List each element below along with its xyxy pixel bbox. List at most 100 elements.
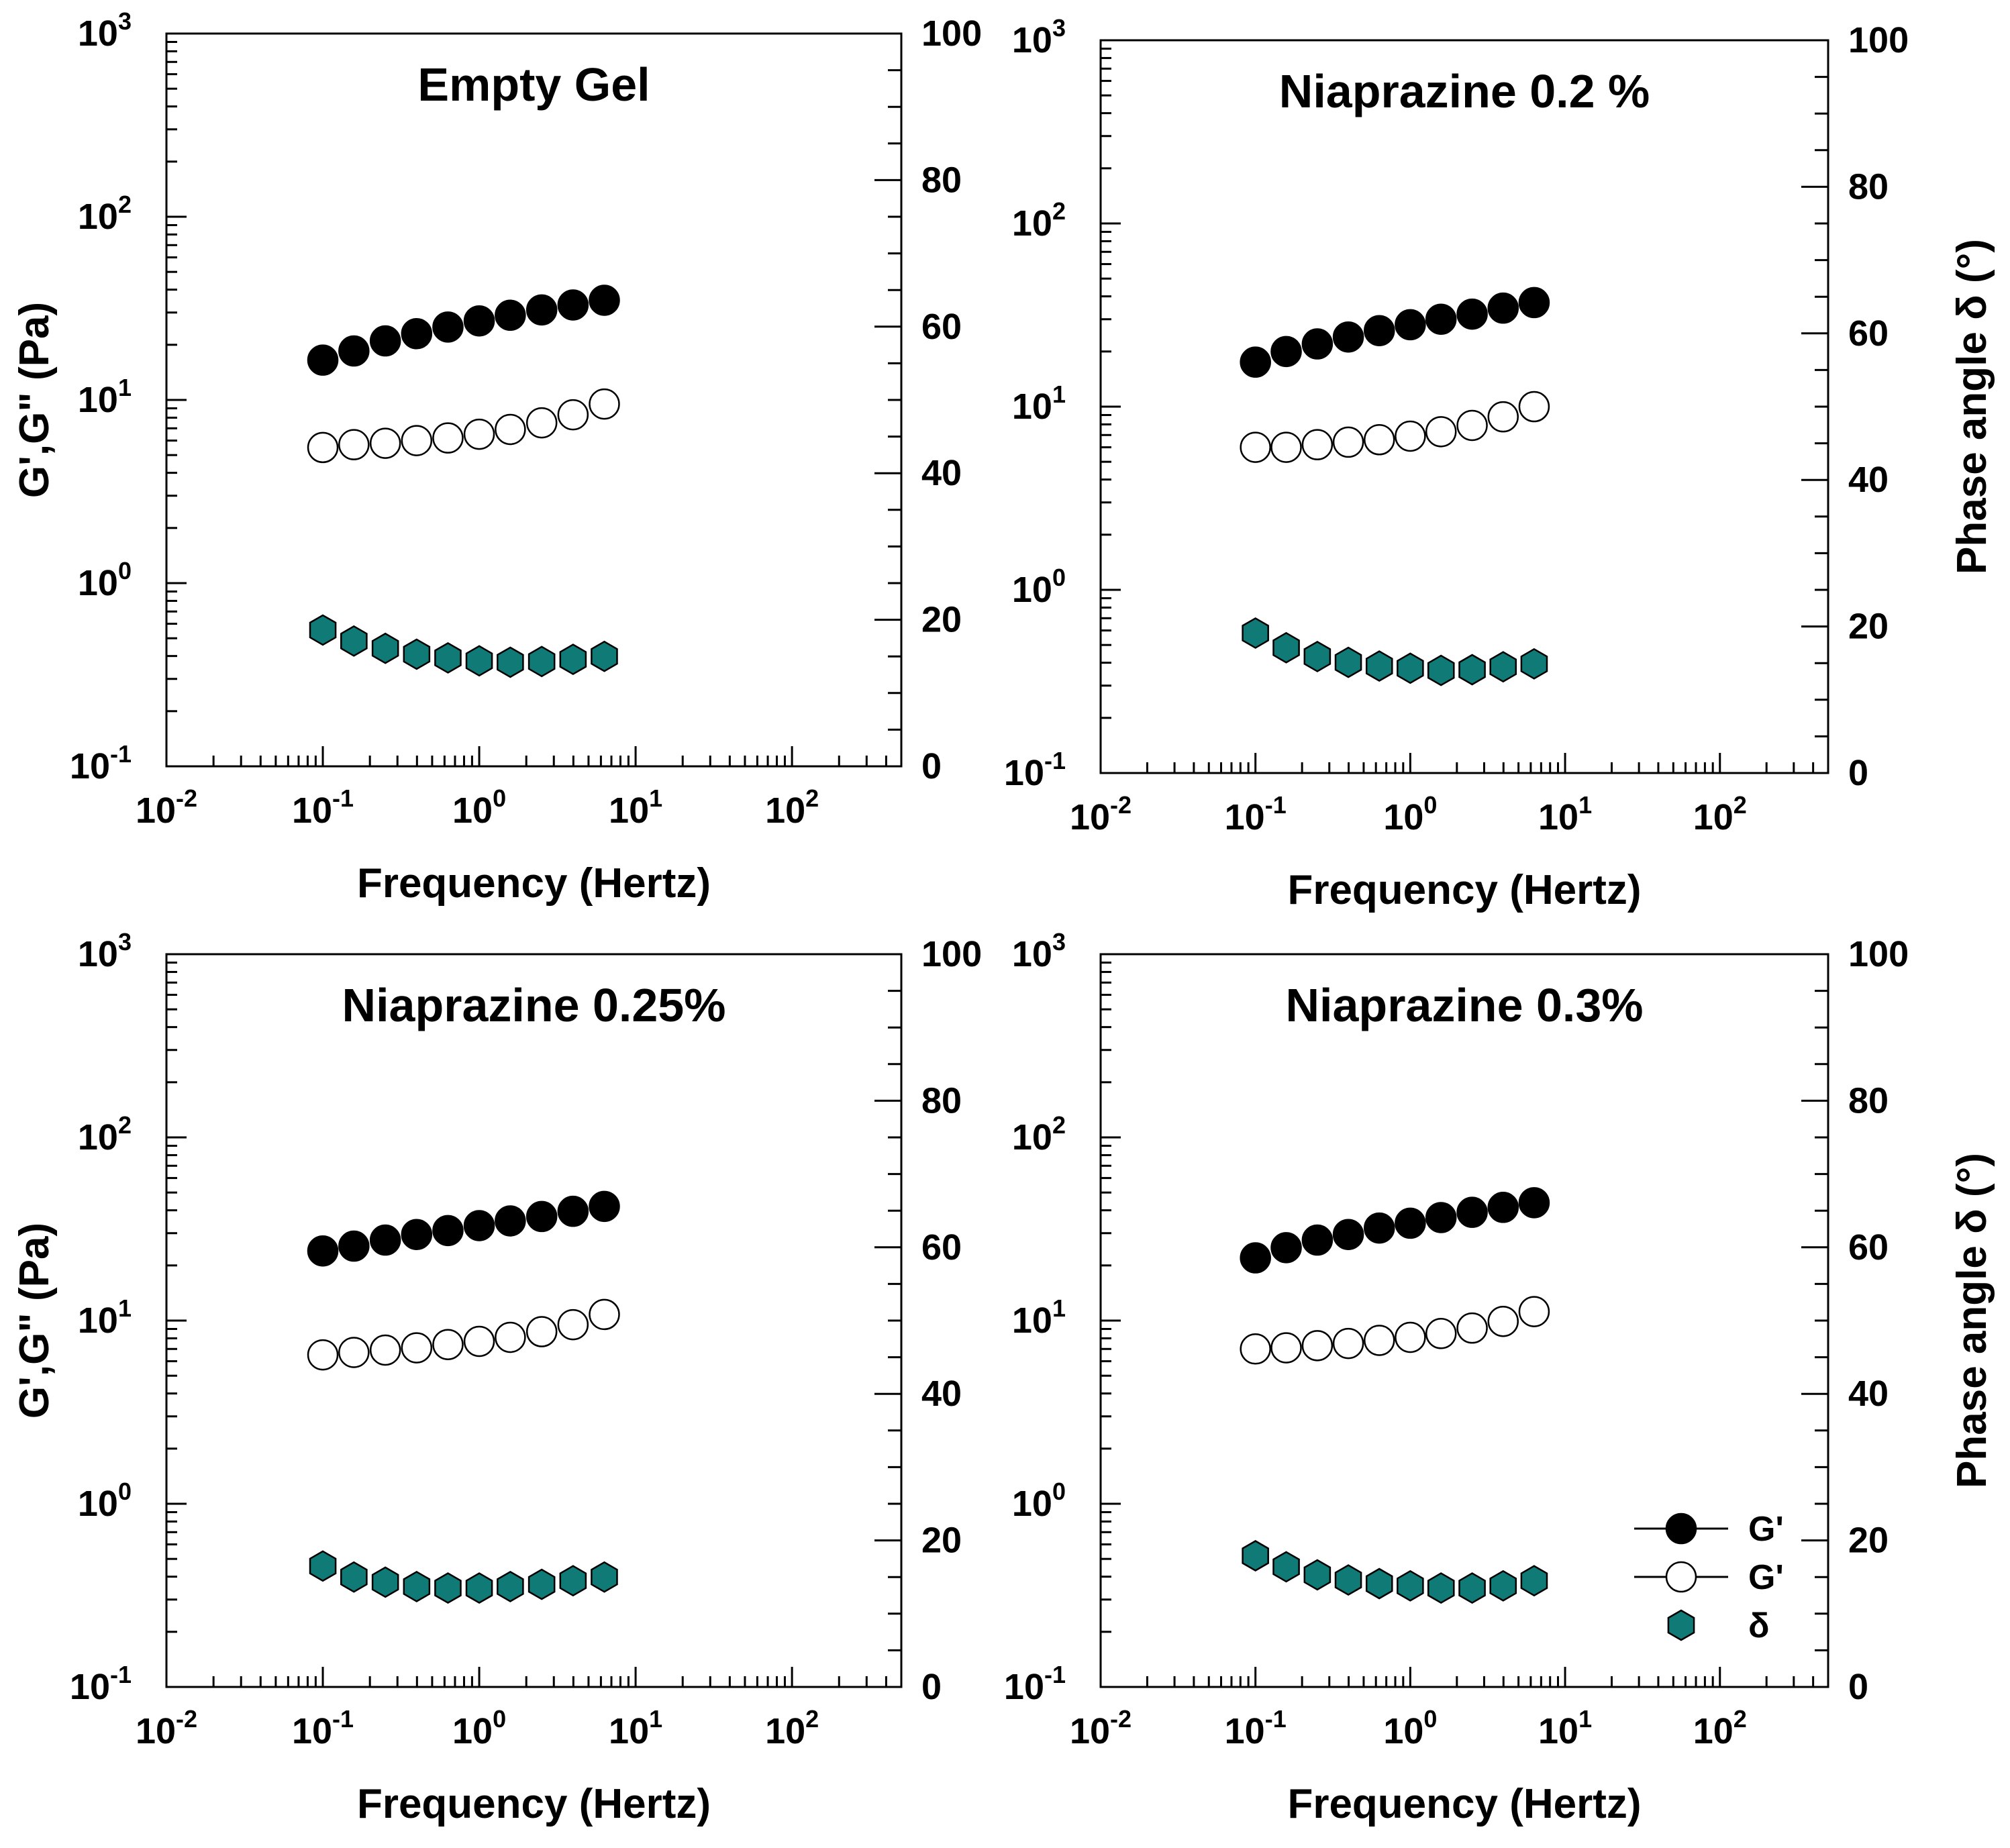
panel-empty-gel: 10-2 10-1 100 101 10210-11001011021030204060… xyxy=(11,7,982,907)
x-tick-label: 10-2 xyxy=(1070,1705,1132,1751)
g-double-prime-point xyxy=(525,407,558,439)
delta-point xyxy=(371,632,399,664)
delta-point xyxy=(1334,1564,1362,1596)
delta-point xyxy=(1489,1570,1517,1602)
y-tick-label: 103 xyxy=(78,7,132,54)
y-tick-label: 100 xyxy=(1012,1478,1066,1524)
g-prime-point xyxy=(1395,1207,1426,1239)
delta-point xyxy=(1520,1565,1548,1597)
g-prime-point xyxy=(1240,346,1271,378)
legend-label: δ xyxy=(1748,1606,1770,1645)
g-prime-point xyxy=(495,1205,526,1237)
chart-title: Niaprazine 0.25% xyxy=(342,979,726,1031)
y-axis-ticks xyxy=(166,32,187,768)
g-prime-point xyxy=(1518,287,1550,319)
g-prime-point xyxy=(1301,1224,1334,1256)
y2-axis-ticks xyxy=(874,32,901,768)
y2-tick-label: 0 xyxy=(921,1667,942,1707)
y-tick-label: 100 xyxy=(78,557,132,603)
delta-point xyxy=(340,1561,368,1593)
y-tick-label: 10-1 xyxy=(70,740,132,786)
y-tick-label: 102 xyxy=(1012,1111,1066,1158)
y-tick-label: 103 xyxy=(1012,928,1066,974)
x-tick-label: 100 xyxy=(452,784,506,831)
delta-point xyxy=(1242,1540,1269,1572)
panel-niaprazine-0-25: 10-2 10-1 100 101 10210-11001011021030204060… xyxy=(11,928,982,1827)
y2-tick-label: 20 xyxy=(921,1521,962,1561)
delta-point xyxy=(465,1572,493,1604)
g-double-prime-point xyxy=(307,1339,339,1371)
series-delta xyxy=(309,614,618,678)
g-prime-point xyxy=(1425,1202,1457,1233)
x-tick-label: 100 xyxy=(452,1705,506,1751)
y2-tick-label: 60 xyxy=(921,1227,962,1268)
g-prime-point xyxy=(1270,336,1302,368)
g-prime-point xyxy=(1395,309,1426,341)
g-double-prime-point xyxy=(1332,426,1364,458)
g-prime-point xyxy=(1301,328,1334,360)
x-tick-label: 101 xyxy=(1538,1705,1592,1751)
g-prime-point xyxy=(1332,1219,1364,1250)
series-delta xyxy=(1242,617,1548,686)
series-gpp xyxy=(1240,1296,1550,1365)
g-double-prime-point xyxy=(1518,1296,1550,1327)
delta-point xyxy=(434,641,462,674)
g-prime-point xyxy=(1487,1192,1519,1223)
chart-title: Niaprazine 0.3% xyxy=(1286,979,1644,1031)
g-double-prime-point xyxy=(432,422,464,454)
y2-tick-label: 20 xyxy=(1848,607,1889,647)
x-axis-title: Frequency (Hertz) xyxy=(357,860,711,907)
g-prime-point xyxy=(525,294,558,326)
g-prime-point xyxy=(589,1190,620,1223)
x-axis-title: Frequency (Hertz) xyxy=(357,1781,711,1827)
delta-point xyxy=(527,646,556,678)
g-double-prime-point xyxy=(1240,1333,1271,1365)
g-prime-point xyxy=(307,1235,339,1267)
g-prime-point xyxy=(1363,315,1395,346)
x-axis-title: Frequency (Hertz) xyxy=(1287,867,1641,913)
x-tick-label: 101 xyxy=(1538,791,1592,837)
y2-axis-ticks xyxy=(1801,953,1828,1688)
x-tick-label: 10-2 xyxy=(1070,791,1132,837)
y2-tick-label: 80 xyxy=(1848,1080,1889,1121)
y2-tick-label: 40 xyxy=(921,1374,962,1414)
x-axis-ticks xyxy=(1099,753,1829,773)
legend-label: G' xyxy=(1748,1558,1784,1597)
g-prime-point xyxy=(307,344,339,376)
y-tick-label: 103 xyxy=(78,928,132,974)
delta-point xyxy=(1489,651,1517,683)
g-prime-point xyxy=(369,325,401,357)
g-double-prime-point xyxy=(1240,431,1271,463)
g-prime-point xyxy=(1332,321,1364,353)
g-double-prime-point xyxy=(525,1316,558,1347)
g-prime-point xyxy=(463,305,495,337)
delta-point xyxy=(309,614,337,646)
g-double-prime-point xyxy=(557,1308,589,1341)
legend-label: G' xyxy=(1748,1510,1784,1549)
x-tick-label: 102 xyxy=(1693,1705,1747,1751)
delta-point xyxy=(1365,650,1393,682)
g-prime-point xyxy=(1456,298,1488,330)
y-tick-label: 102 xyxy=(78,1111,132,1158)
g-prime-point xyxy=(589,285,620,316)
series-delta xyxy=(309,1550,618,1604)
g-double-prime-point xyxy=(1332,1327,1364,1359)
delta-point xyxy=(591,1561,618,1593)
delta-point xyxy=(465,645,493,677)
y2-tick-label: 80 xyxy=(1848,166,1889,207)
y-tick-label: 101 xyxy=(1012,380,1066,427)
g-double-prime-point xyxy=(401,425,433,456)
delta-point xyxy=(1272,1551,1300,1583)
y2-tick-label: 100 xyxy=(921,934,982,974)
x-tick-label: 100 xyxy=(1383,1705,1437,1751)
y-tick-label: 100 xyxy=(1012,564,1066,610)
g-prime-point xyxy=(1240,1242,1271,1274)
delta-point xyxy=(559,644,587,676)
y2-axis-ticks xyxy=(874,953,901,1688)
g-double-prime-point xyxy=(1487,1305,1519,1337)
g-double-prime-point xyxy=(495,1321,526,1353)
g-prime-point xyxy=(432,1215,464,1247)
legend: G' G' δ xyxy=(1634,1510,1784,1645)
y-tick-label: 10-1 xyxy=(70,1661,132,1707)
x-axis-ticks xyxy=(1099,1667,1829,1687)
